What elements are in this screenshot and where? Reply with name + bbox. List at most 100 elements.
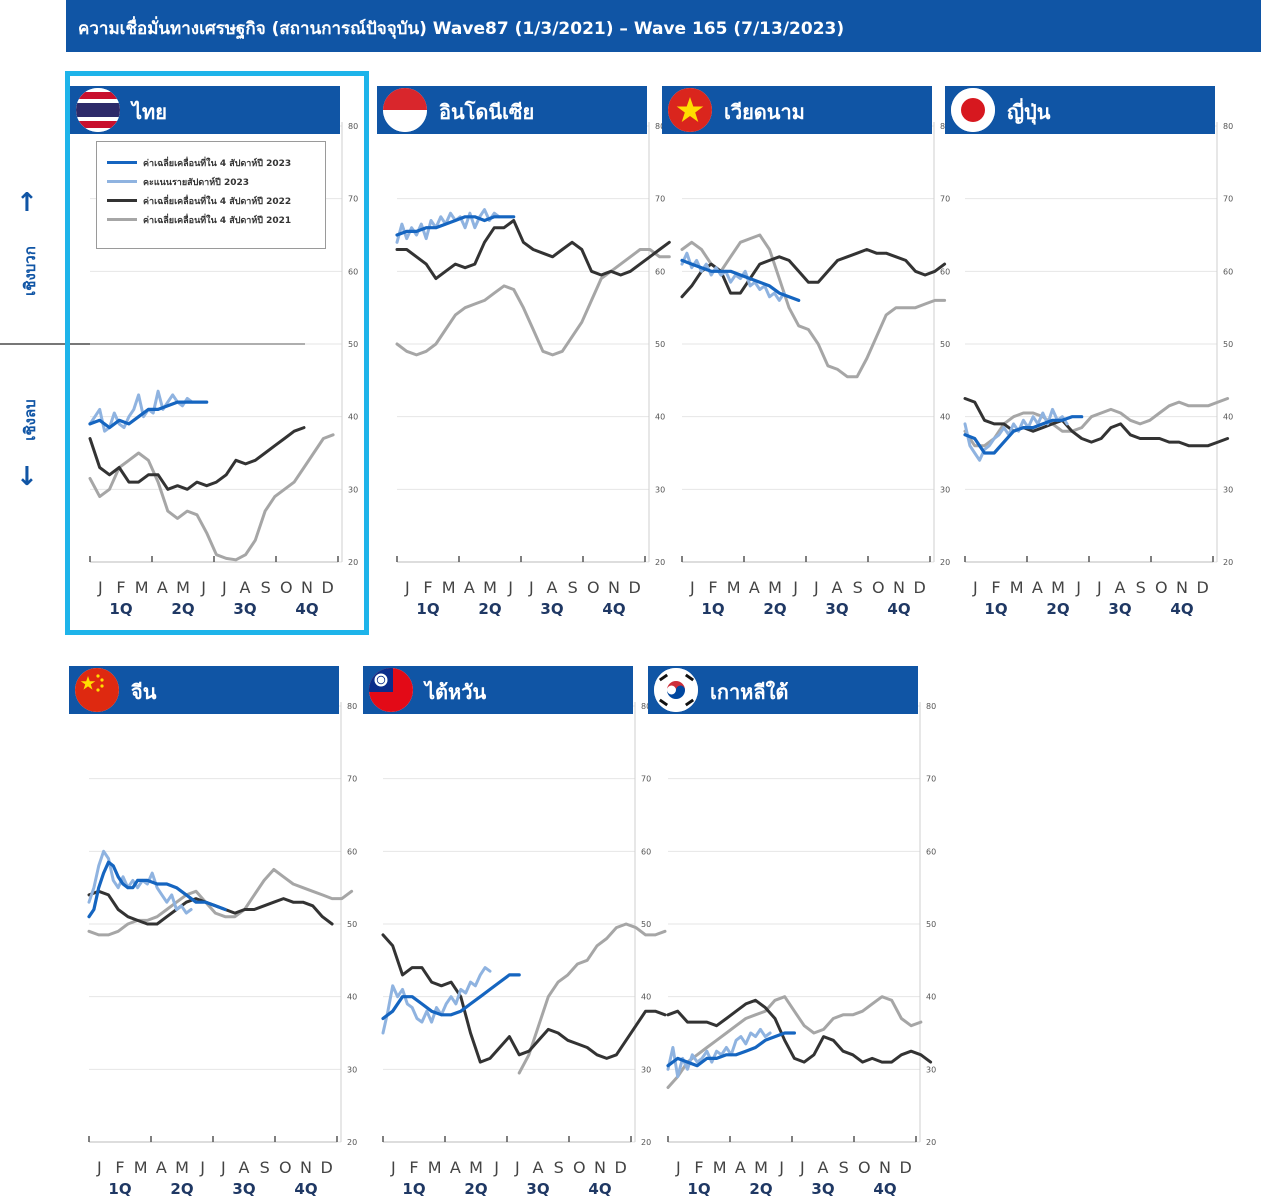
chart-panel-5: 80 70 60 50 40 30 20 J F M A M J J A S O N D 1Q 2Q 3Q 4Q ไต้หวั… bbox=[363, 666, 667, 1198]
legend-swatch bbox=[107, 218, 137, 221]
month-label: A bbox=[749, 578, 760, 597]
y-tick-label: 60 bbox=[655, 267, 665, 276]
month-label: M bbox=[483, 578, 497, 597]
month-label: J bbox=[528, 578, 534, 597]
month-label: O bbox=[872, 578, 885, 597]
y-tick-label: 50 bbox=[641, 920, 651, 929]
month-label: A bbox=[735, 1158, 746, 1177]
month-label: J bbox=[404, 578, 410, 597]
y-tick-label: 50 bbox=[347, 920, 357, 929]
month-label: F bbox=[115, 1158, 124, 1177]
chart-panel-4: 80 70 60 50 40 30 20 J F M A M J J A S O N D 1Q 2Q 3Q 4Q จีน bbox=[69, 666, 359, 1198]
month-label: D bbox=[1197, 578, 1209, 597]
month-label: F bbox=[116, 578, 125, 597]
legend-label: ค่าเฉลี่ยเคลื่อนที่ใน 4 สัปดาห์ปี 2022 bbox=[143, 197, 292, 207]
month-label: J bbox=[96, 1158, 102, 1177]
series-line-ma2022 bbox=[381, 933, 667, 1064]
month-label: D bbox=[629, 578, 641, 597]
legend-swatch bbox=[107, 180, 137, 183]
y-tick-label: 30 bbox=[940, 485, 950, 494]
month-label: M bbox=[135, 578, 149, 597]
month-label: O bbox=[1155, 578, 1168, 597]
y-tick-label: 40 bbox=[926, 993, 936, 1002]
panel-header: เวียดนาม bbox=[662, 86, 932, 134]
chart-panel-1: 80 70 60 50 40 30 20 J F M A M J J A S O N D 1Q 2Q 3Q 4Q อินโดน… bbox=[377, 86, 671, 618]
legend-item: คะแนนรายสัปดาห์ปี 2023 bbox=[107, 175, 323, 189]
month-label: J bbox=[792, 578, 798, 597]
month-label: O bbox=[858, 1158, 871, 1177]
month-label: A bbox=[818, 1158, 829, 1177]
arrow-down-icon: ↓ bbox=[16, 462, 38, 492]
chart-panel-3: 80 70 60 50 40 30 20 J F M A M J J A S O N D 1Q 2Q 3Q 4Q ญี่ปุ่… bbox=[945, 86, 1235, 618]
y-tick-label: 30 bbox=[641, 1065, 651, 1074]
y-tick-label: 50 bbox=[926, 920, 936, 929]
month-label: A bbox=[1115, 578, 1126, 597]
month-label: M bbox=[176, 578, 190, 597]
chart-panel-0: 80 70 60 50 40 30 20 J F M A M J J A S O N D 1Q 2Q 3Q 4Q ไทย ค่า… bbox=[70, 86, 360, 618]
series-line-ma2021 bbox=[517, 922, 667, 1075]
month-label: D bbox=[321, 1158, 333, 1177]
month-label: S bbox=[554, 1158, 564, 1177]
month-label: D bbox=[900, 1158, 912, 1177]
month-label: O bbox=[587, 578, 600, 597]
month-label: O bbox=[280, 578, 293, 597]
y-tick-label: 70 bbox=[1223, 195, 1233, 204]
legend-item: ค่าเฉลี่ยเคลื่อนที่ใน 4 สัปดาห์ปี 2022 bbox=[107, 194, 323, 208]
quarter-label: 4Q bbox=[295, 600, 318, 618]
y-tick-label: 80 bbox=[641, 702, 651, 711]
title-bar: ความเชื่อมั่นทางเศรษฐกิจ (สถานการณ์ปัจจุ… bbox=[66, 0, 1261, 52]
month-label: J bbox=[507, 578, 513, 597]
y-tick-label: 80 bbox=[655, 122, 665, 131]
y-tick-label: 30 bbox=[1223, 485, 1233, 494]
y-tick-label: 70 bbox=[926, 775, 936, 784]
month-label: M bbox=[442, 578, 456, 597]
y-tick-label: 50 bbox=[940, 340, 950, 349]
month-label: J bbox=[514, 1158, 520, 1177]
quarter-label: 2Q bbox=[749, 1180, 772, 1198]
month-label: J bbox=[1075, 578, 1081, 597]
country-name: จีน bbox=[131, 680, 157, 704]
quarter-label: 2Q bbox=[171, 600, 194, 618]
y-tick-label: 20 bbox=[347, 1138, 357, 1147]
y-tick-label: 60 bbox=[926, 847, 936, 856]
page-title: ความเชื่อมั่นทางเศรษฐกิจ (สถานการณ์ปัจจุ… bbox=[78, 19, 845, 39]
country-name: ไต้หวัน bbox=[425, 680, 487, 704]
series-line-ma2023 bbox=[381, 973, 521, 1021]
panel-header: เกาหลีใต้ bbox=[648, 666, 918, 714]
series-line-ma2021 bbox=[680, 233, 947, 379]
quarter-label: 1Q bbox=[108, 1180, 131, 1198]
y-tick-label: 50 bbox=[655, 340, 665, 349]
legend-swatch bbox=[107, 199, 137, 202]
month-label: A bbox=[464, 578, 475, 597]
month-label: M bbox=[428, 1158, 442, 1177]
month-label: J bbox=[1096, 578, 1102, 597]
month-label: J bbox=[390, 1158, 396, 1177]
y-tick-label: 60 bbox=[641, 847, 651, 856]
series-line-ma2021 bbox=[963, 397, 1230, 448]
quarter-label: 1Q bbox=[701, 600, 724, 618]
month-label: J bbox=[493, 1158, 499, 1177]
chart-panel-6: 80 70 60 50 40 30 20 J F M A M J J A S O N D 1Q 2Q 3Q 4Q เกาหลี… bbox=[648, 666, 938, 1198]
chart-panel-2: 80706050403020JFMAMJJASOND1Q2Q3Q4Qเวียดน… bbox=[662, 86, 952, 618]
month-label: D bbox=[615, 1158, 627, 1177]
y-tick-label: 40 bbox=[940, 413, 950, 422]
panel-header: อินโดนีเซีย bbox=[377, 86, 647, 134]
month-label: M bbox=[754, 1158, 768, 1177]
month-label: A bbox=[240, 578, 251, 597]
month-label: A bbox=[157, 578, 168, 597]
month-label: M bbox=[469, 1158, 483, 1177]
quarter-label: 4Q bbox=[294, 1180, 317, 1198]
month-label: M bbox=[1010, 578, 1024, 597]
series-line-ma2023 bbox=[395, 215, 516, 237]
vietnam-flag-icon bbox=[668, 88, 712, 132]
month-label: O bbox=[573, 1158, 586, 1177]
series-line-ma2022 bbox=[680, 248, 947, 299]
arrow-up-icon: ↑ bbox=[16, 188, 38, 218]
series-line-ma2023 bbox=[88, 400, 209, 430]
quarter-label: 3Q bbox=[1108, 600, 1131, 618]
month-label: J bbox=[689, 578, 695, 597]
